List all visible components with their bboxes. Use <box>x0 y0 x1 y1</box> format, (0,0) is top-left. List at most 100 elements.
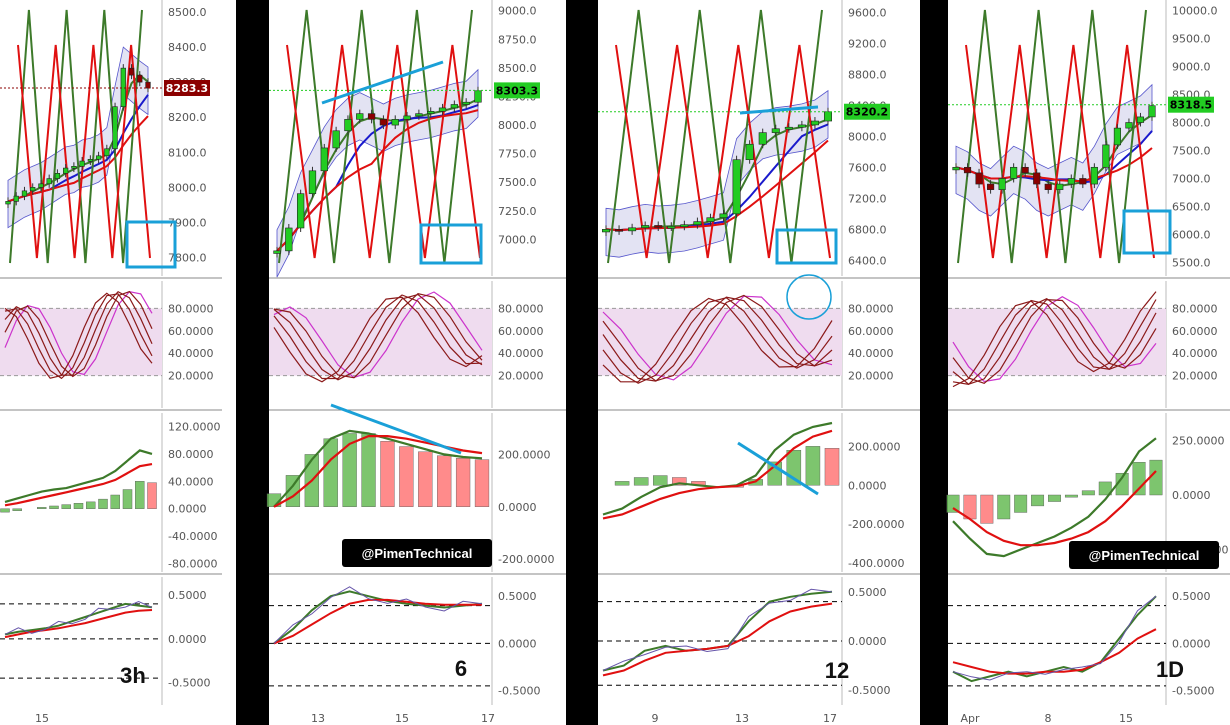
x-tick-label: 15 <box>395 712 409 725</box>
osc-aux-line <box>952 595 1157 681</box>
candle <box>823 111 832 122</box>
candle <box>1021 166 1029 174</box>
stoch-tick-label: 80.0000 <box>168 302 214 315</box>
stoch-zone <box>0 308 162 376</box>
price-tick-label: 8000.0 <box>848 131 887 144</box>
x-tick-label: Apr <box>960 712 980 725</box>
timeframe-panel-6: 9000.08750.08500.08250.08000.07750.07500… <box>266 0 566 725</box>
zigzag-green-line <box>278 9 473 264</box>
osc-aux-line <box>602 588 833 671</box>
candle <box>706 217 715 222</box>
osc-slow-line <box>602 602 833 677</box>
osc-tick-label: 0.5000 <box>168 589 207 602</box>
macd-histogram-bar <box>1014 494 1028 513</box>
watermark-text: @PimenTechnical <box>362 546 473 561</box>
stoch-line <box>952 291 1157 388</box>
annotation-box <box>1122 209 1172 255</box>
stoch-line <box>4 293 153 380</box>
macd-histogram-bar <box>997 494 1011 520</box>
price-tick-label: 7800.0 <box>168 251 207 264</box>
zigzag-red-line <box>615 44 831 259</box>
candle <box>462 101 470 105</box>
watermark: @PimenTechnical <box>1069 541 1219 569</box>
macd-histogram-bar <box>110 494 120 509</box>
stoch-line <box>4 290 153 378</box>
price-tick-label: 6800.0 <box>848 223 887 236</box>
macd-tick-label: 120.0000 <box>168 420 221 433</box>
stoch-tick-label: 40.0000 <box>498 347 544 360</box>
price-tick-label: 6500.0 <box>1172 200 1211 213</box>
stoch-tick-label: 40.0000 <box>1172 347 1218 360</box>
candle <box>450 104 459 109</box>
macd-histogram-bar <box>1149 459 1163 496</box>
macd-tick-label: -200.0000 <box>498 553 554 566</box>
price-tick-label: 9500.0 <box>1172 33 1211 46</box>
macd-histogram-bar <box>980 494 994 524</box>
candle <box>308 170 317 194</box>
last-price-value: 8303.3 <box>496 84 538 97</box>
macd-signal-line <box>602 429 833 520</box>
candle <box>403 115 411 120</box>
stoch-tick-label: 80.0000 <box>498 302 544 315</box>
macd-histogram-bar <box>61 504 71 509</box>
x-tick-label: 17 <box>481 712 495 725</box>
price-tick-label: 7500.0 <box>1172 144 1211 157</box>
annotation-circle <box>786 274 832 320</box>
candle <box>641 225 650 229</box>
candle <box>1090 166 1098 185</box>
separator-bar <box>920 0 948 725</box>
stoch-tick-label: 60.0000 <box>848 325 894 338</box>
candle <box>79 160 85 167</box>
price-tick-label: 8200.0 <box>168 111 207 124</box>
price-tick-label: 8500.0 <box>168 6 207 19</box>
zigzag-green-line <box>9 9 143 264</box>
price-tick-label: 10000.0 <box>1172 5 1218 18</box>
stoch-tick-label: 20.0000 <box>168 370 214 383</box>
zigzag-red-line <box>17 44 151 259</box>
candle <box>332 130 340 149</box>
macd-line <box>4 449 153 503</box>
stoch-line <box>602 297 833 383</box>
stoch-zone <box>269 308 492 376</box>
timeframe-label: 1D <box>1156 657 1184 682</box>
price-tick-label: 6000.0 <box>1172 228 1211 241</box>
zigzag-red-line <box>965 44 1155 259</box>
candle <box>54 173 61 179</box>
bollinger-band <box>276 68 479 278</box>
candle <box>474 90 482 103</box>
watermark: @PimenTechnical <box>342 539 492 567</box>
candle <box>379 119 388 126</box>
price-tick-label: 9000.0 <box>1172 61 1211 74</box>
price-tick-label: 7900.0 <box>168 216 207 229</box>
macd-tick-label: -80.0000 <box>168 558 217 571</box>
stoch-line <box>4 290 153 376</box>
last-price-value: 8320.2 <box>846 106 888 119</box>
candle <box>987 183 995 190</box>
annotation-box <box>419 223 483 265</box>
osc-fast-line <box>4 602 153 636</box>
osc-tick-label: 0.5000 <box>498 590 537 603</box>
candle <box>415 113 423 117</box>
candle <box>273 250 281 254</box>
osc-tick-label: -0.5000 <box>498 685 540 698</box>
candle <box>145 81 151 89</box>
macd-tick-label: -200.0000 <box>848 518 904 531</box>
price-tick-label: 8100.0 <box>168 146 207 159</box>
stoch-line <box>952 299 1157 386</box>
macd-tick-label: 200.0000 <box>848 440 901 453</box>
price-tick-label: 9200.0 <box>848 38 887 51</box>
candle <box>285 227 293 252</box>
osc-aux-line <box>4 601 153 635</box>
x-tick-label: 15 <box>1119 712 1133 725</box>
candle <box>732 159 741 215</box>
stoch-tick-label: 20.0000 <box>1172 370 1218 383</box>
watermark-bg <box>342 539 492 567</box>
macd-histogram-bar <box>1031 494 1045 507</box>
macd-tick-label: -40.0000 <box>168 530 217 543</box>
separator-bar <box>566 0 598 725</box>
candle <box>1125 122 1133 129</box>
x-tick-label: 17 <box>823 712 837 725</box>
macd-histogram-bar <box>122 489 133 509</box>
x-tick-label: 15 <box>35 712 49 725</box>
candle <box>810 120 819 126</box>
